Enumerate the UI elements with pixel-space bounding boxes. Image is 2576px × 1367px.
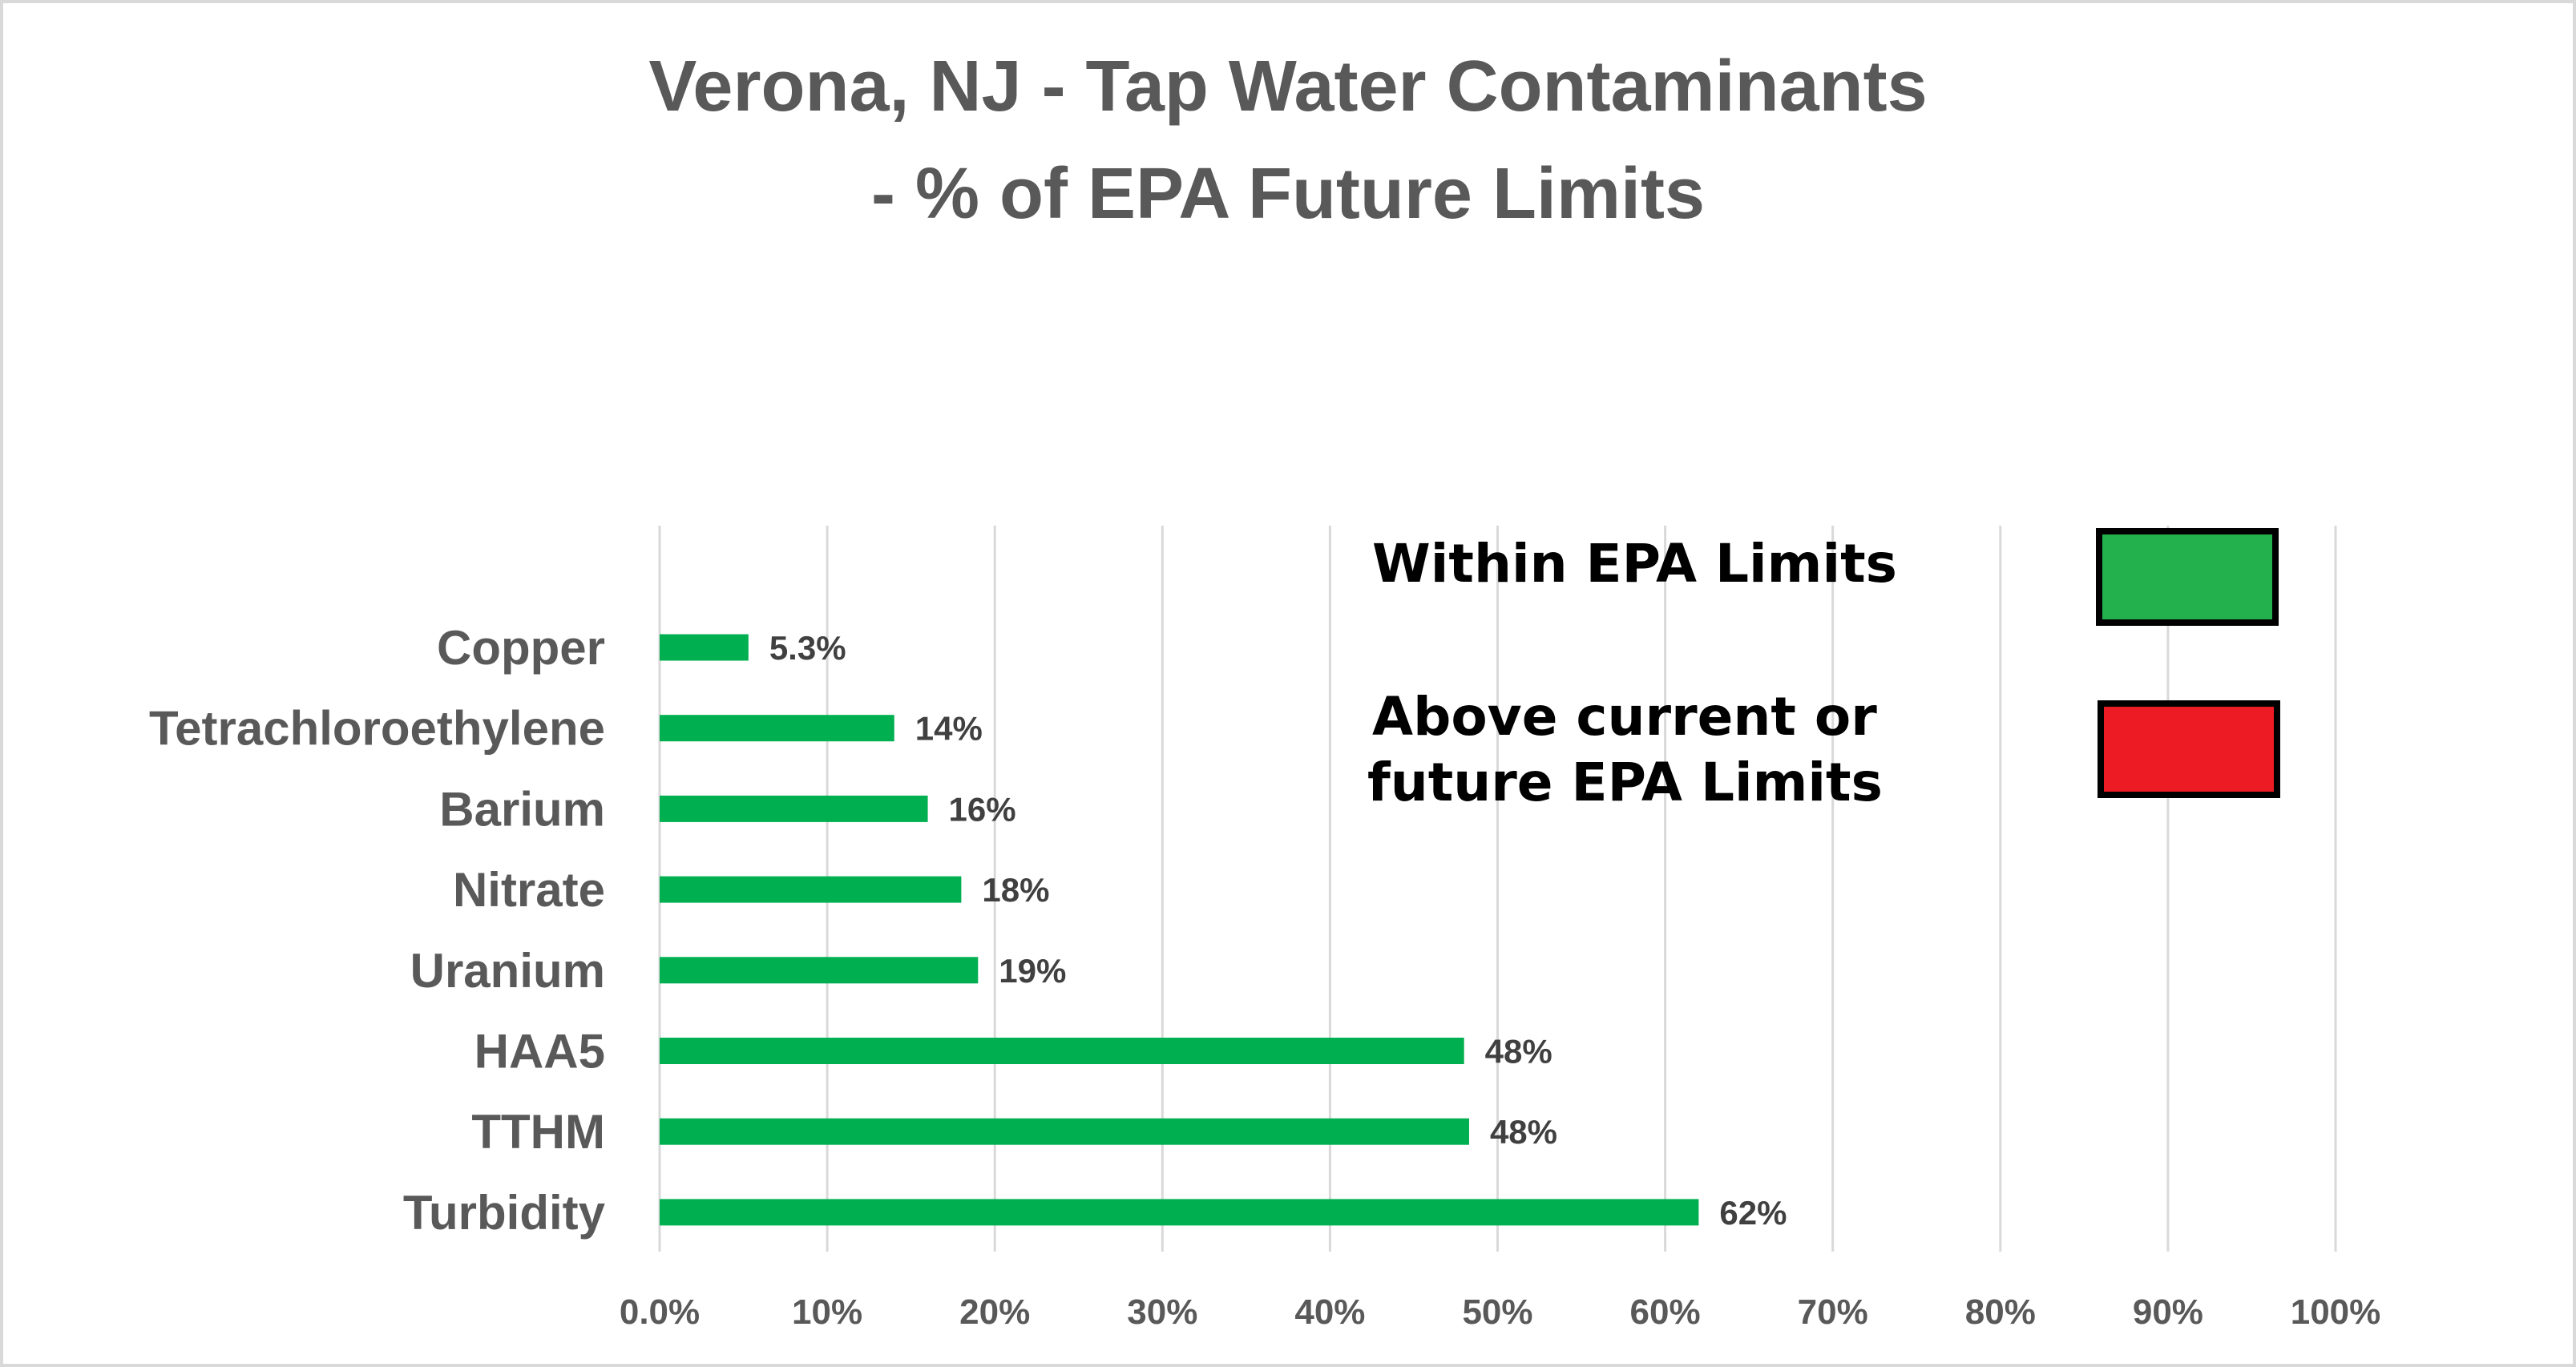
x-tick-label: 60% — [1630, 1292, 1701, 1332]
chart-title-line-2: - % of EPA Future Limits — [871, 154, 1705, 234]
category-label: Tetrachloroethylene — [149, 702, 605, 756]
bar — [660, 634, 749, 661]
category-label: Nitrate — [453, 863, 605, 917]
legend-swatch-within — [2096, 528, 2279, 626]
chart-title-line-1: Verona, NJ - Tap Water Contaminants — [648, 46, 1927, 127]
x-tick-label: 70% — [1798, 1292, 1868, 1332]
x-tick-label: 50% — [1462, 1292, 1532, 1332]
category-label: Copper — [437, 621, 605, 675]
data-label: 62% — [1719, 1194, 1787, 1232]
legend-swatch-above — [2098, 700, 2280, 798]
category-label: Uranium — [410, 944, 605, 998]
data-label: 14% — [915, 710, 983, 748]
category-label: Turbidity — [403, 1186, 606, 1240]
legend-label-within: Within EPA Limits — [1372, 533, 1897, 595]
x-tick-label: 20% — [959, 1292, 1030, 1332]
data-label: 16% — [949, 790, 1016, 828]
bar — [660, 795, 928, 822]
x-tick-label: 0.0% — [620, 1292, 700, 1332]
category-label: Barium — [439, 782, 605, 836]
data-label: 19% — [999, 952, 1066, 990]
data-label: 18% — [982, 871, 1049, 909]
bar — [660, 1038, 1464, 1064]
data-label: 48% — [1485, 1033, 1552, 1071]
category-label: TTHM — [471, 1105, 605, 1159]
bar — [660, 1199, 1699, 1226]
bar — [660, 957, 979, 984]
legend-label-above-line-2: future EPA Limits — [1367, 752, 1883, 813]
x-tick-label: 100% — [2291, 1292, 2381, 1332]
x-tick-label: 80% — [1965, 1292, 2036, 1332]
x-tick-label: 30% — [1127, 1292, 1197, 1332]
legend-label-above-line-1: Above current or — [1372, 686, 1877, 748]
data-label: 5.3% — [769, 629, 846, 667]
data-label: 48% — [1490, 1113, 1557, 1151]
x-tick-label: 10% — [792, 1292, 862, 1332]
bar — [660, 876, 962, 903]
category-label: HAA5 — [474, 1025, 605, 1079]
legend: Within EPA Limits Above current or futur… — [1367, 528, 2280, 813]
bar — [660, 715, 894, 742]
x-tick-label: 90% — [2133, 1292, 2203, 1332]
bar — [660, 1118, 1469, 1145]
x-tick-label: 40% — [1294, 1292, 1365, 1332]
